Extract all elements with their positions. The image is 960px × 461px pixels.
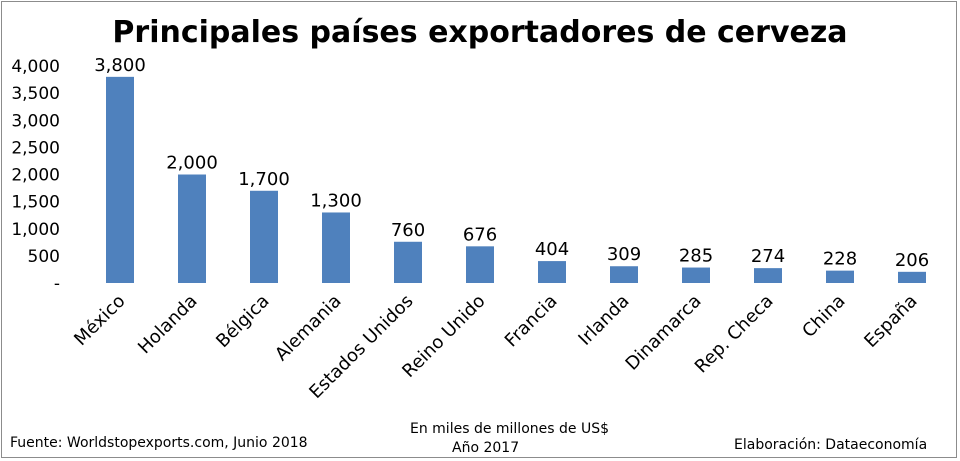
bar <box>394 241 422 283</box>
chart-title: Principales países exportadores de cerve… <box>112 15 847 50</box>
data-label: 1,700 <box>238 169 290 190</box>
data-label: 228 <box>823 249 857 270</box>
bar <box>322 212 350 283</box>
bar <box>682 267 710 283</box>
y-axis: - 500 1,000 1,500 2,000 2,500 3,000 3,500 4,000 <box>11 57 60 294</box>
year-note: Año 2017 <box>452 440 520 456</box>
y-tick-label: 3,000 <box>11 111 60 131</box>
data-label: 676 <box>463 224 497 245</box>
data-label: 2,000 <box>166 153 218 174</box>
bars <box>106 76 926 283</box>
y-tick-label: 1,500 <box>11 193 60 213</box>
bar <box>250 190 278 283</box>
x-tick-label: México <box>70 291 129 350</box>
x-tick-label: Irlanda <box>574 291 633 350</box>
units-note: En miles de millones de US$ <box>410 421 609 437</box>
y-tick-label: 2,500 <box>11 138 60 158</box>
x-tick-label: Bélgica <box>212 291 273 352</box>
data-label: 206 <box>895 250 929 271</box>
credit-note: Elaboración: Dataeconomía <box>734 437 928 453</box>
bar <box>538 261 566 283</box>
x-tick-label: Francia <box>501 291 562 352</box>
x-tick-label: Rep. Checa <box>691 291 778 378</box>
y-tick-label: 4,000 <box>11 57 60 77</box>
y-tick-label: - <box>54 274 60 294</box>
y-tick-label: 3,500 <box>11 84 60 104</box>
bar <box>898 271 926 283</box>
y-tick-label: 2,000 <box>11 166 60 186</box>
x-tick-label: Alemania <box>271 291 346 366</box>
data-label: 404 <box>535 239 569 260</box>
data-labels: 3,800 2,000 1,700 1,300 760 676 404 309 285 274 22… <box>94 55 929 271</box>
data-label: 3,800 <box>94 55 146 76</box>
bar <box>754 268 782 283</box>
data-label: 1,300 <box>310 190 362 211</box>
bar <box>826 270 854 283</box>
data-label: 309 <box>607 244 641 265</box>
data-label: 760 <box>391 220 425 241</box>
y-tick-label: 500 <box>28 247 60 267</box>
data-label: 274 <box>751 246 785 267</box>
y-tick-label: 1,000 <box>11 220 60 240</box>
bar <box>178 174 206 283</box>
x-tick-label: España <box>860 291 921 352</box>
x-tick-label: China <box>798 291 849 342</box>
source-note: Fuente: Worldstopexports.com, Junio 2018 <box>10 435 308 451</box>
data-label: 285 <box>679 246 713 267</box>
bar <box>106 76 134 283</box>
bar <box>466 246 494 283</box>
bar <box>610 266 638 283</box>
x-tick-label: Holanda <box>134 291 201 358</box>
